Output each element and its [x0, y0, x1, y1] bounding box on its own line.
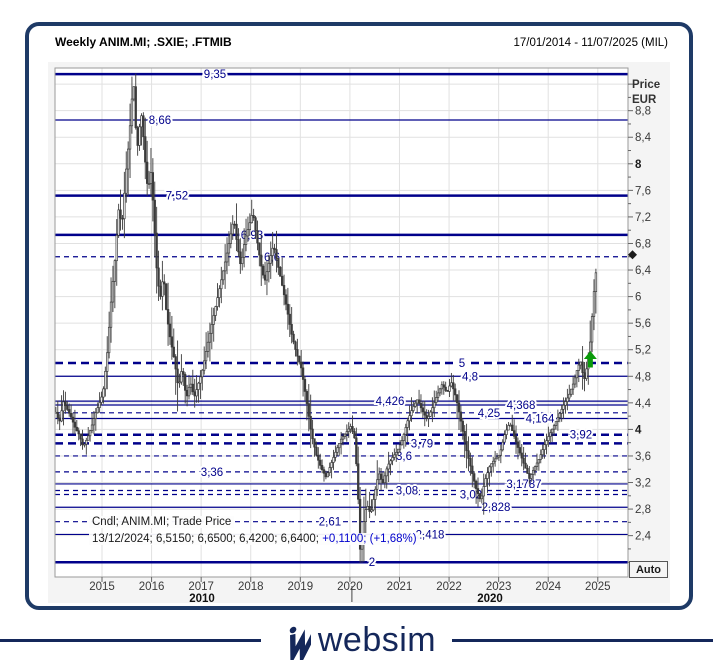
svg-text:8,66: 8,66	[149, 115, 171, 127]
svg-text:2,828: 2,828	[482, 502, 511, 514]
footer: websim	[0, 616, 713, 665]
websim-logo: websim	[260, 616, 453, 664]
svg-text:2021: 2021	[387, 581, 413, 593]
svg-text:3,6: 3,6	[635, 451, 651, 463]
svg-text:3,79: 3,79	[411, 438, 433, 450]
svg-text:6: 6	[635, 292, 641, 304]
svg-text:5: 5	[459, 358, 465, 370]
svg-text:4,25: 4,25	[478, 408, 500, 420]
svg-text:2,418: 2,418	[416, 529, 445, 541]
svg-text:2020: 2020	[337, 581, 363, 593]
svg-text:2023: 2023	[486, 581, 512, 593]
svg-text:2,8: 2,8	[635, 504, 651, 516]
svg-text:5,2: 5,2	[635, 345, 651, 357]
candlestick-series	[54, 73, 598, 563]
svg-text:4,426: 4,426	[376, 396, 405, 408]
svg-text:3,36: 3,36	[201, 467, 223, 479]
svg-text:2024: 2024	[535, 581, 561, 593]
svg-text:2016: 2016	[139, 581, 165, 593]
svg-text:6,4: 6,4	[635, 265, 652, 277]
legend-quote-values: 13/12/2024; 6,5150; 6,6500; 6,4200; 6,64…	[92, 533, 323, 545]
svg-text:8,8: 8,8	[635, 106, 651, 118]
svg-text:8,4: 8,4	[635, 132, 652, 144]
svg-text:2010: 2010	[189, 593, 215, 605]
svg-text:2,4: 2,4	[635, 531, 652, 543]
svg-text:2015: 2015	[89, 581, 115, 593]
svg-text:3,2: 3,2	[635, 478, 651, 490]
svg-text:7,52: 7,52	[166, 191, 188, 203]
date-range-label: 17/01/2014 - 11/07/2025 (MIL)	[513, 37, 668, 49]
svg-text:2025: 2025	[585, 581, 611, 593]
svg-text:2017: 2017	[188, 581, 214, 593]
svg-text:3,6: 3,6	[396, 451, 412, 463]
svg-text:4,164: 4,164	[526, 414, 555, 426]
svg-text:4: 4	[635, 424, 642, 436]
websim-logo-mark-icon	[289, 626, 311, 660]
svg-text:4,8: 4,8	[635, 371, 651, 383]
svg-text:7,2: 7,2	[635, 212, 651, 224]
plot-background	[55, 68, 628, 577]
svg-text:3,08: 3,08	[396, 485, 418, 497]
svg-text:9,35: 9,35	[204, 69, 226, 81]
svg-text:5,6: 5,6	[635, 318, 651, 330]
svg-text:3,92: 3,92	[570, 430, 592, 442]
svg-text:2: 2	[369, 557, 375, 569]
svg-text:6,8: 6,8	[635, 238, 651, 250]
auto-scale-button[interactable]: Auto	[629, 561, 668, 578]
svg-text:4,8: 4,8	[462, 371, 478, 383]
price-axis-title-line1: Price	[632, 79, 661, 91]
svg-text:2,61: 2,61	[319, 517, 341, 529]
chart-title: Weekly ANIM.MI; .SXIE; .FTMIB	[55, 35, 232, 49]
price-axis: 8,8 8,4 8 7,6 7,2 6,8 6,4 6 5,6 5,2 4,8 4,4 4 3,6 3,2 2…	[628, 83, 652, 563]
annotations	[583, 250, 637, 368]
price-axis-title: Price EUR	[632, 78, 660, 108]
svg-text:8: 8	[635, 159, 642, 171]
svg-text:2022: 2022	[436, 581, 462, 593]
svg-text:4,4: 4,4	[635, 398, 652, 410]
buy-arrow-icon	[583, 351, 597, 368]
websim-logo-text: websim	[317, 621, 437, 659]
svg-text:4,368: 4,368	[507, 400, 536, 412]
svg-text:7,6: 7,6	[635, 185, 651, 197]
legend-quote-line: 13/12/2024; 6,5150; 6,6500; 6,4200; 6,64…	[89, 533, 420, 545]
legend-series-label: Cndl; ANIM.MI; Trade Price	[89, 516, 235, 528]
svg-text:3,1787: 3,1787	[506, 479, 541, 491]
legend-quote-change: +0,1100; (+1,68%)	[322, 533, 417, 545]
price-axis-title-line2: EUR	[632, 94, 657, 106]
svg-text:2019: 2019	[288, 581, 314, 593]
last-price-diamond-icon	[628, 250, 637, 260]
plot-border	[54, 67, 629, 578]
svg-text:2018: 2018	[238, 581, 264, 593]
svg-text:2020: 2020	[477, 593, 503, 605]
time-axis: 2015 2016 2017 2018 2019 2020 2021 2022 2023 2024…	[89, 577, 611, 605]
